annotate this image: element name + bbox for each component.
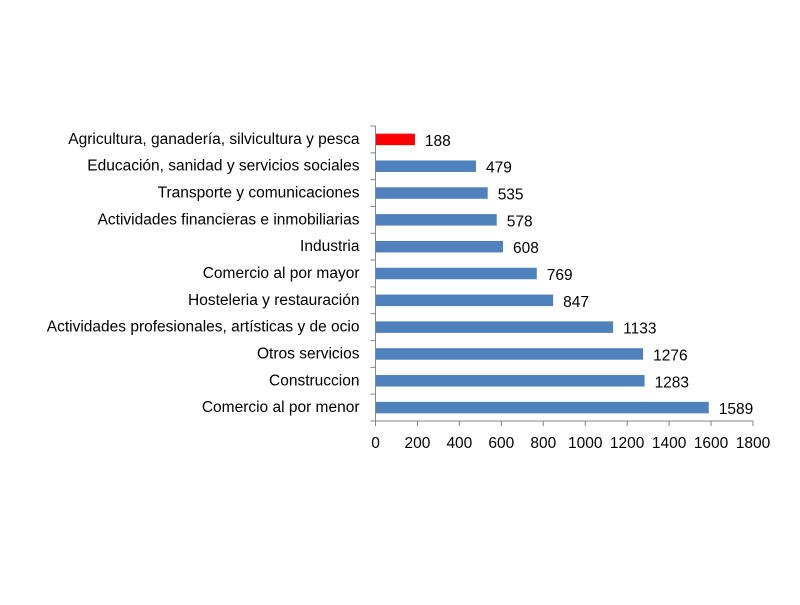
labels-layer: Agricultura, ganadería, silvicultura y p… [47, 131, 771, 452]
category-label: Comercio al por mayor [203, 265, 360, 282]
category-label: Hosteleria y restauración [188, 292, 359, 309]
category-label: Transporte y comunicaciones [158, 185, 360, 202]
bar [375, 240, 504, 253]
x-tick-label: 0 [371, 435, 380, 452]
x-tick-label: 800 [530, 435, 556, 452]
data-label: 188 [425, 133, 451, 150]
bar [375, 214, 497, 226]
category-label: Agricultura, ganadería, silvicultura y p… [68, 131, 360, 148]
bar [375, 348, 644, 360]
category-label: Construccion [269, 372, 359, 389]
category-label: Actividades financieras e inmobiliarias [98, 211, 360, 228]
data-label: 578 [507, 213, 533, 230]
data-label: 769 [547, 267, 573, 284]
bar [375, 294, 554, 307]
bar [375, 160, 476, 172]
data-label: 535 [498, 187, 524, 204]
bar [375, 133, 415, 146]
x-tick-label: 1600 [694, 435, 729, 452]
x-tick-label: 1200 [610, 435, 645, 452]
category-label: Actividades profesionales, artísticas y … [47, 319, 360, 336]
data-label: 1589 [719, 401, 753, 418]
axes-layer [370, 125, 754, 426]
category-label: Comercio al por menor [202, 399, 360, 416]
x-tick-label: 400 [446, 435, 472, 452]
bar [375, 267, 537, 280]
category-label: Industria [300, 238, 360, 255]
x-tick-label: 1800 [736, 435, 771, 452]
x-tick-label: 600 [488, 435, 514, 452]
bar [375, 187, 488, 199]
bar [375, 401, 709, 414]
x-tick-label: 200 [405, 435, 431, 452]
bar [375, 321, 614, 333]
category-label: Educación, sanidad y servicios sociales [87, 158, 359, 175]
data-label: 1133 [623, 321, 656, 338]
data-label: 1276 [653, 347, 687, 364]
data-label: 1283 [655, 374, 689, 391]
x-tick-label: 1400 [652, 435, 687, 452]
data-label: 608 [513, 240, 539, 257]
bars-layer [375, 133, 709, 414]
data-label: 479 [486, 160, 512, 177]
category-label: Otros servicios [257, 345, 360, 362]
x-tick-label: 1000 [568, 435, 603, 452]
bar [375, 375, 645, 387]
data-label: 847 [563, 294, 589, 311]
